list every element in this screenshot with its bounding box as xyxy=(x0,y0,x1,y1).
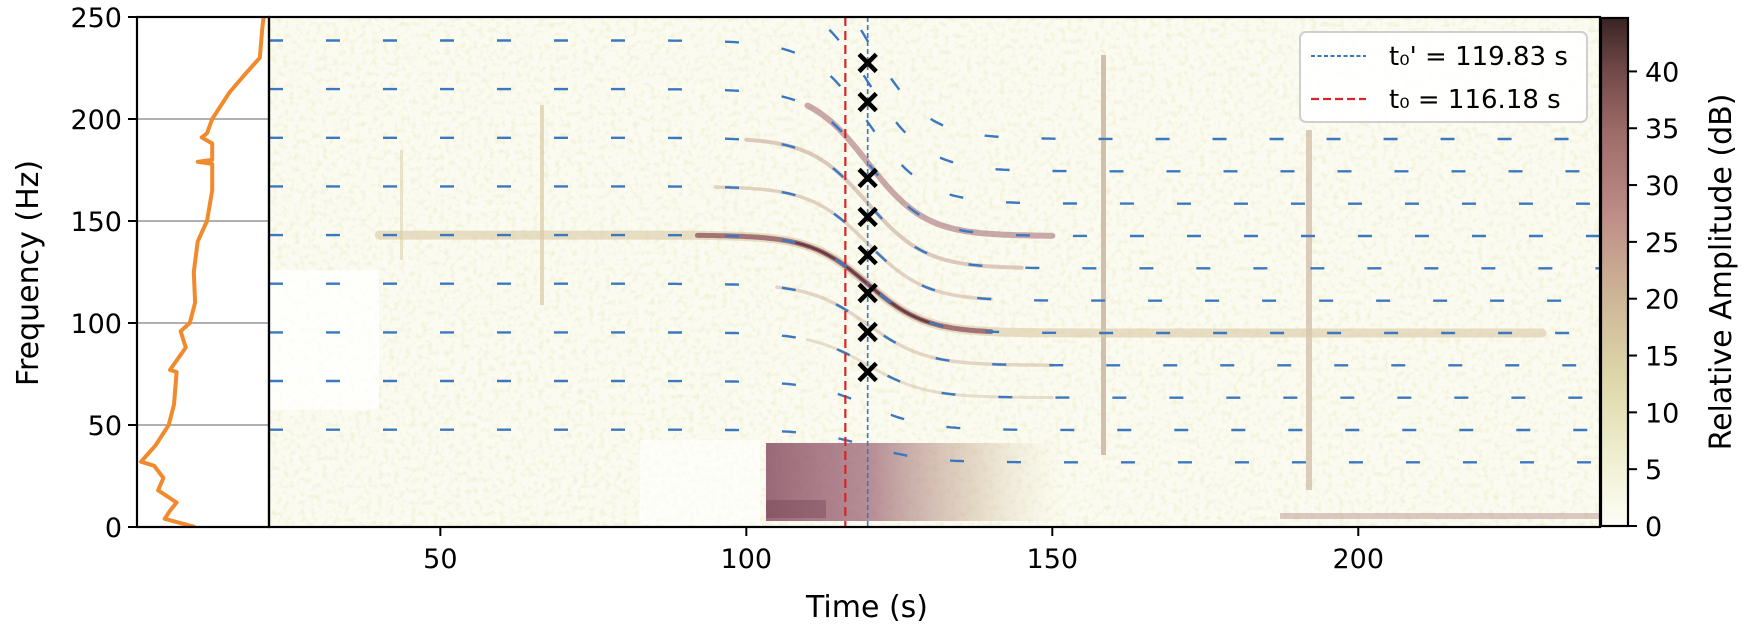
x-marker-icon xyxy=(857,206,878,228)
x-axis-ticks: 50 100 150 200 xyxy=(423,527,1384,575)
x-marker-icon xyxy=(857,361,878,383)
profile-gridlines xyxy=(137,118,269,426)
model-harmonics xyxy=(269,17,1600,464)
model-harmonic-curve xyxy=(269,185,1600,302)
colorbar-label: Relative Amplitude (dB) xyxy=(1704,94,1739,451)
transient-streak xyxy=(1306,130,1312,490)
legend-label-t0-prime: t₀' = 119.83 s xyxy=(1389,42,1568,72)
y-axis-label: Frequency (Hz) xyxy=(11,160,46,386)
model-harmonic-curve xyxy=(851,17,1600,141)
x-marker-icon xyxy=(857,52,878,74)
x-marker-icon xyxy=(857,282,878,304)
colorbar-tick-label: 5 xyxy=(1645,455,1662,486)
observed-harmonic-ridge xyxy=(775,285,1055,367)
x-tick-label: 200 xyxy=(1333,544,1385,575)
y-tick-label: 100 xyxy=(70,309,122,340)
colorbar-ticks: 0 5 10 15 20 25 30 35 40 xyxy=(1628,57,1679,543)
frequency-profile-panel xyxy=(137,17,269,527)
x-marker-icon xyxy=(857,91,878,113)
legend: t₀' = 119.83 s t₀ = 116.18 s xyxy=(1299,31,1588,123)
observed-harmonic-ridge xyxy=(794,241,944,328)
x-marker-icon xyxy=(857,244,878,266)
colorbar-tick-label: 15 xyxy=(1645,342,1679,373)
colorbar-tick-label: 30 xyxy=(1645,171,1679,202)
observed-harmonic-ridge xyxy=(804,102,1056,239)
x-marker-icon xyxy=(857,321,878,343)
model-harmonic-curve xyxy=(269,233,1600,335)
colorbar-tick-label: 10 xyxy=(1645,398,1679,429)
colorbar-tick-label: 0 xyxy=(1645,512,1662,543)
y-tick-label: 0 xyxy=(105,513,122,544)
colorbar: 0 5 10 15 20 25 30 35 40 Relative Amplitude (dB) xyxy=(1599,16,1739,543)
colorbar-tick-label: 20 xyxy=(1645,285,1679,316)
colorbar-tick-label: 35 xyxy=(1645,114,1679,145)
y-axis-ticks: 0 50 100 150 200 250 xyxy=(70,3,137,544)
transient-streak xyxy=(1101,55,1106,455)
broadband-block xyxy=(766,443,1066,521)
harmonic-markers xyxy=(857,52,878,383)
x-marker-icon xyxy=(857,167,878,189)
x-axis-label: Time (s) xyxy=(805,590,928,625)
colorbar-tick-label: 25 xyxy=(1645,228,1679,259)
y-tick-label: 250 xyxy=(70,3,122,34)
x-tick-label: 150 xyxy=(1027,544,1079,575)
x-tick-label: 100 xyxy=(721,544,773,575)
model-harmonic-curve xyxy=(269,136,1600,270)
colorbar-tick-label: 40 xyxy=(1645,57,1679,88)
observed-harmonic-ridge xyxy=(713,185,993,301)
y-tick-label: 200 xyxy=(70,105,122,136)
profile-line xyxy=(139,17,266,527)
legend-label-t0: t₀ = 116.18 s xyxy=(1389,85,1561,115)
x-tick-label: 50 xyxy=(423,544,457,575)
y-tick-label: 150 xyxy=(70,207,122,238)
y-tick-label: 50 xyxy=(88,411,122,442)
